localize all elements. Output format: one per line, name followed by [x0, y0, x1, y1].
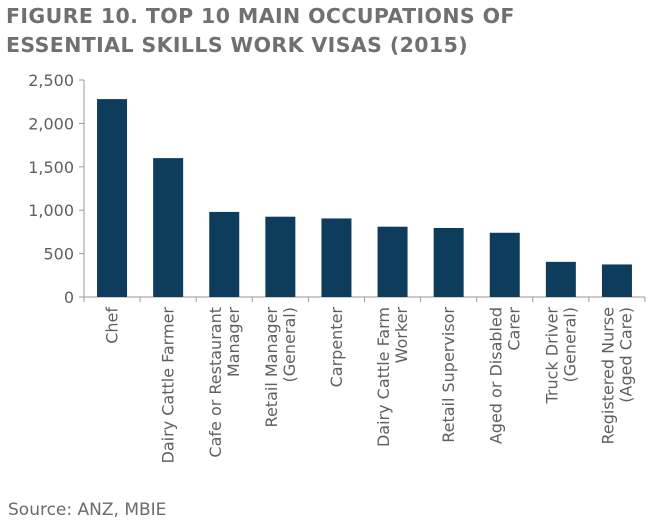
- x-tick-label-line: Retail Supervisor: [439, 307, 458, 443]
- bar: [489, 232, 520, 297]
- x-tick-label: Retail Manager (General): [262, 307, 299, 428]
- source-note: Source: ANZ, MBIE: [8, 500, 167, 520]
- x-tick-label: Cafe or Restaurant Manager: [206, 307, 243, 458]
- x-tick-label-line: Dairy Cattle Farmer: [159, 307, 178, 464]
- y-tick-label: 1,000: [28, 201, 74, 220]
- bar: [377, 226, 408, 297]
- x-tick-label: Chef: [103, 307, 122, 344]
- y-tick-label: 0: [64, 288, 74, 307]
- x-tick-label: Dairy Cattle Farmer: [159, 307, 178, 464]
- y-tick-label: 500: [43, 245, 74, 264]
- x-tick-label-line: (General): [560, 307, 579, 383]
- x-tick-label-line: Truck Driver: [542, 307, 561, 405]
- x-tick-label-line: Retail Manager: [262, 307, 281, 428]
- x-tick-label: Dairy Cattle Farm Worker: [374, 307, 411, 447]
- y-tick-label: 2,000: [28, 114, 74, 133]
- chart-title: FIGURE 10. TOP 10 MAIN OCCUPATIONS OF ES…: [6, 2, 646, 60]
- x-tick-label: Truck Driver (General): [542, 307, 579, 405]
- x-tick-label-line: (General): [280, 307, 299, 383]
- bar: [545, 261, 576, 297]
- bar: [433, 227, 464, 297]
- bar: [209, 211, 240, 297]
- x-tick-label-line: Manager: [224, 307, 243, 378]
- chart-title-line-2: ESSENTIAL SKILLS WORK VISAS (2015): [6, 33, 469, 57]
- bar: [153, 158, 184, 297]
- y-tick-label: 2,500: [28, 71, 74, 90]
- x-tick-label: Carpenter: [327, 307, 346, 388]
- x-tick-label: Registered Nurse (Aged Care): [598, 307, 635, 444]
- x-tick-label-line: (Aged Care): [616, 307, 635, 403]
- x-tick-label-line: Cafe or Restaurant: [206, 307, 225, 458]
- x-tick-label-line: Worker: [392, 307, 411, 364]
- x-tick-label-line: Carpenter: [327, 307, 346, 388]
- x-tick-label-line: Aged or Disabled: [486, 307, 505, 444]
- chart-title-line-1: FIGURE 10. TOP 10 MAIN OCCUPATIONS OF: [6, 4, 515, 28]
- bar: [321, 218, 352, 297]
- y-tick-label: 1,500: [28, 158, 74, 177]
- x-tick-label: Aged or Disabled Carer: [486, 307, 523, 445]
- bar: [265, 216, 296, 297]
- x-tick-label-line: Carer: [504, 307, 523, 351]
- x-tick-label-line: Dairy Cattle Farm: [374, 307, 393, 447]
- x-tick-label-line: Registered Nurse: [598, 307, 617, 444]
- x-tick-label-line: Chef: [103, 307, 122, 344]
- bar: [97, 99, 128, 297]
- bar: [601, 264, 632, 297]
- x-tick-label: Retail Supervisor: [439, 307, 458, 443]
